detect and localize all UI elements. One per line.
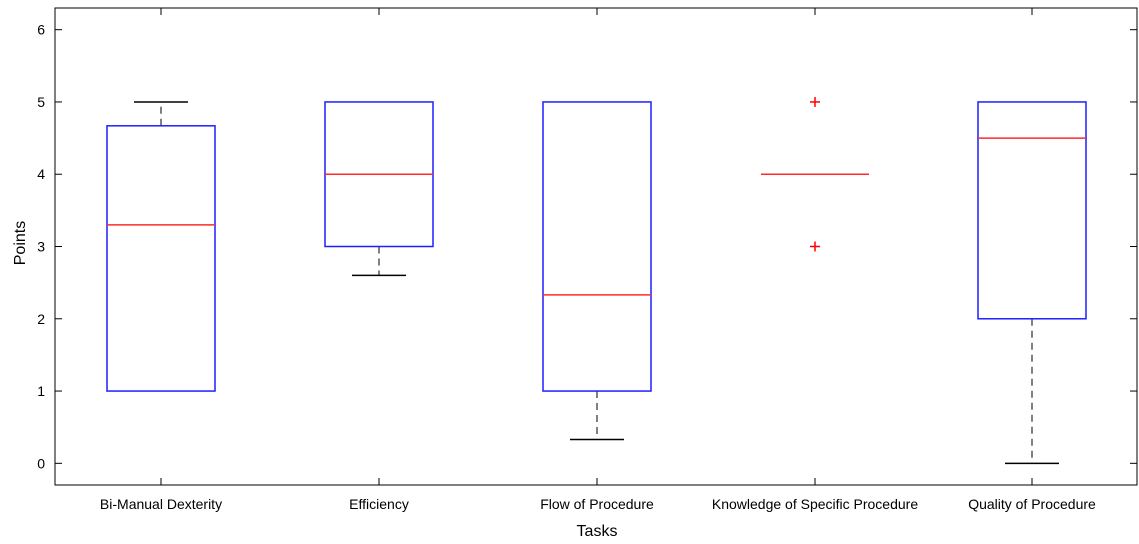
tick-labels: 0 1 2 3 4 5 6 Bi-Manual Dexterity Efficiency Flow… (37, 22, 1096, 512)
y-tick-label: 1 (37, 383, 45, 399)
y-tick-label: 6 (37, 22, 45, 38)
outlier-marker (810, 96, 820, 107)
y-axis-label: Points (12, 221, 29, 265)
iqr-box (106, 125, 216, 392)
outlier-marker (810, 241, 820, 252)
y-tick-label: 3 (37, 239, 45, 255)
x-tick-label: Flow of Procedure (540, 496, 654, 512)
iqr-box (977, 101, 1087, 320)
x-tick-label: Bi-Manual Dexterity (100, 496, 222, 512)
x-tick-label: Quality of Procedure (968, 496, 1096, 512)
y-tick-label: 2 (37, 311, 45, 327)
iqr-box (542, 101, 652, 392)
x-axis-label: Tasks (577, 523, 618, 540)
x-tick-label: Knowledge of Specific Procedure (712, 496, 918, 512)
plot-marks (106, 96, 1087, 465)
y-tick-label: 0 (37, 455, 45, 471)
y-tick-label: 4 (37, 166, 45, 182)
x-tick-label: Efficiency (349, 496, 409, 512)
y-tick-label: 5 (37, 94, 45, 110)
axes (54, 7, 1138, 486)
